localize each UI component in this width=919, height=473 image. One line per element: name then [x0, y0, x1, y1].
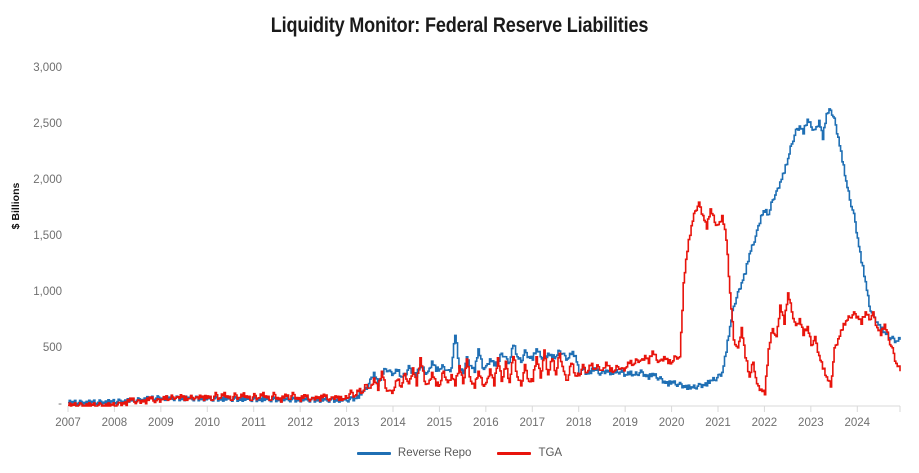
series-line-reverse-repo — [68, 108, 901, 406]
x-tick-label: 2024 — [844, 417, 871, 429]
x-tick-label: 2007 — [55, 417, 81, 429]
x-tick-label: 2023 — [798, 417, 824, 429]
legend-item-reverse-repo[interactable]: Reverse Repo — [356, 447, 472, 459]
y-tick-label: 500 — [42, 342, 62, 354]
x-tick-label: 2011 — [241, 417, 267, 429]
y-tick-label: 3,000 — [33, 62, 62, 74]
legend-label: Reverse Repo — [397, 447, 472, 459]
legend-label: TGA — [538, 447, 563, 459]
x-tick-label: 2019 — [612, 417, 638, 429]
x-tick-label: 2017 — [519, 417, 546, 429]
x-tick-label: 2016 — [473, 417, 499, 429]
series-line-tga — [68, 201, 901, 407]
x-axis-tick-marks — [67, 406, 901, 412]
x-tick-label: 2014 — [380, 417, 406, 429]
chart-legend: Reverse Repo TGA — [0, 447, 919, 459]
legend-swatch-icon — [356, 451, 391, 455]
x-tick-label: 2015 — [426, 417, 453, 429]
legend-item-tga[interactable]: TGA — [497, 447, 562, 459]
y-tick-label: 1,500 — [33, 230, 62, 242]
chart-title: Liquidity Monitor: Federal Reserve Liabi… — [270, 14, 649, 37]
x-tick-label: 2020 — [658, 417, 685, 429]
y-tick-label: 2,000 — [33, 174, 62, 186]
legend-swatch-icon — [497, 451, 532, 455]
data-series-group — [68, 108, 901, 407]
y-tick-label: - — [58, 398, 62, 410]
x-tick-label: 2010 — [194, 417, 221, 429]
x-tick-label: 2008 — [101, 417, 128, 429]
x-tick-label: 2021 — [705, 417, 731, 429]
y-tick-label: 2,500 — [33, 118, 62, 130]
x-tick-label: 2018 — [565, 417, 592, 429]
x-tick-label: 2009 — [148, 417, 174, 429]
y-tick-label: 1,000 — [33, 286, 62, 298]
x-tick-label: 2022 — [751, 417, 778, 429]
x-tick-label: 2012 — [287, 417, 313, 429]
y-axis-tick-labels: - 500 1,000 1,500 2,000 2,500 3,000 — [0, 0, 62, 473]
x-tick-label: 2013 — [333, 417, 360, 429]
